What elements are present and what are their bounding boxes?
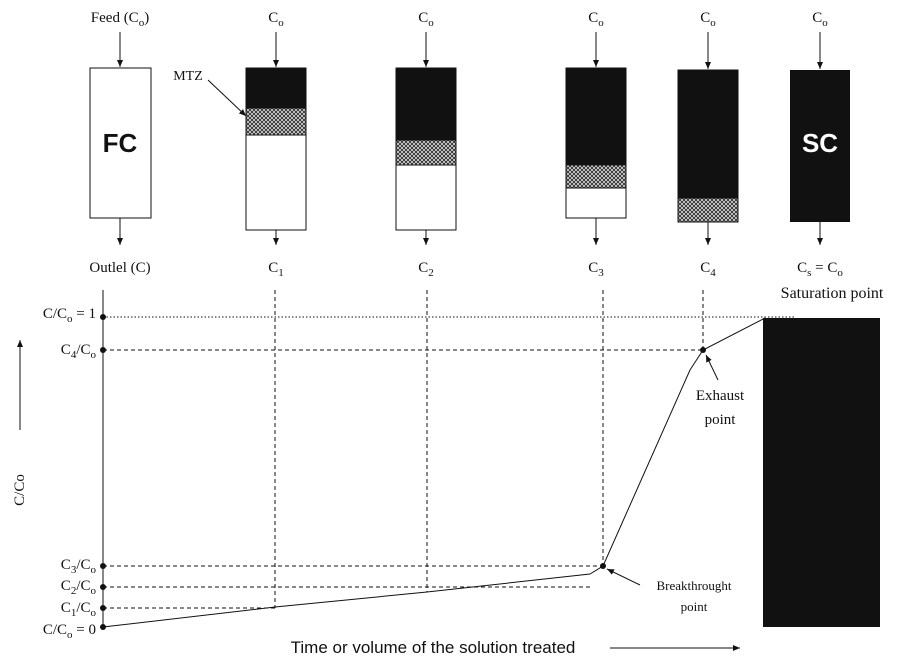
point [100,314,106,320]
outlet-label: C1 [268,260,284,279]
text-part: = C [811,260,837,276]
annotation-arrow [706,355,718,380]
feed-label: Co [700,10,716,29]
text-part: C [812,10,822,26]
outlet-label: C4 [700,260,716,279]
feed-label: Feed (Co) [91,10,149,29]
feed-label: Co [268,10,284,29]
text-part: C [61,557,71,573]
columns [90,68,850,230]
text-part: = 0 [73,622,96,638]
annotation: Breakthrought [656,578,731,593]
point [100,624,106,630]
saturated-block [763,318,880,627]
annotation: Saturation point [781,285,884,302]
feed-label: Co [588,10,604,29]
subscript: 4 [710,267,716,279]
text-part: /C [76,578,90,594]
y-level-label: C4/Co [61,342,97,361]
subscript: o [428,17,434,29]
y-axis-label: C/Co [12,474,28,506]
text-part: Outlel (C) [89,260,150,276]
subscript: 2 [428,267,434,279]
feed-label: Co [812,10,828,29]
diagram: C/Co Time or volume of the solution trea… [0,0,906,662]
outlet-label: C2 [418,260,434,279]
point [600,563,606,569]
subscript: o [278,17,284,29]
text-part: C [61,600,71,616]
outlet-label: Cs = Co [797,260,843,279]
text-part: C [268,10,278,26]
text-part: /C [76,342,90,358]
text-part: /C [76,557,90,573]
mtz-zone [566,165,626,188]
subscript: o [91,607,97,619]
mtz-zone [678,198,738,222]
text-part: = 1 [73,306,96,322]
mtz-label: MTZ [173,69,203,84]
text-part: C [588,10,598,26]
y-level-label: C/Co = 1 [43,306,96,325]
text-part: /C [76,600,90,616]
point [100,584,106,590]
text-part: C/C [43,622,67,638]
saturated-zone [566,68,626,165]
mtz-zone [246,108,306,135]
annotation: point [705,412,737,428]
point [100,605,106,611]
point [100,347,106,353]
text-part: C [418,10,428,26]
annotation-arrow [607,569,640,585]
text-part: C [588,260,598,276]
annotation: point [681,599,708,614]
y-level-label: C1/Co [61,600,97,619]
text-part: C [797,260,807,276]
subscript: 3 [598,267,604,279]
graph: C/Co Time or volume of the solution trea… [12,285,884,657]
column-label: SC [802,128,838,158]
point [100,563,106,569]
text-part: C [418,260,428,276]
mtz-arrow [208,80,246,116]
subscript: o [91,585,97,597]
feed-label: Co [418,10,434,29]
subscript: 1 [278,267,284,279]
text-part: C [268,260,278,276]
subscript: o [598,17,604,29]
y-level-label: C3/Co [61,557,97,576]
outlet-label: Outlel (C) [89,260,150,276]
subscript: o [837,267,843,279]
text-part: C [700,10,710,26]
text-part: C [700,260,710,276]
saturated-zone [246,68,306,108]
text-part: ) [144,10,149,26]
point [700,347,706,353]
subscript: o [710,17,716,29]
text-part: C/C [43,306,67,322]
saturated-zone [396,68,456,140]
mtz-zone [396,140,456,165]
text-part: C [61,342,71,358]
y-level-label: C2/Co [61,578,97,597]
subscript: o [822,17,828,29]
text-part: Feed (C [91,10,139,26]
column-label: FC [103,128,138,158]
subscript: o [91,349,97,361]
annotation: Exhaust [696,388,745,404]
text-part: C [61,578,71,594]
subscript: o [91,564,97,576]
x-axis-label: Time or volume of the solution treated [291,638,576,657]
outlet-label: C3 [588,260,604,279]
y-level-label: C/Co = 0 [43,622,96,641]
